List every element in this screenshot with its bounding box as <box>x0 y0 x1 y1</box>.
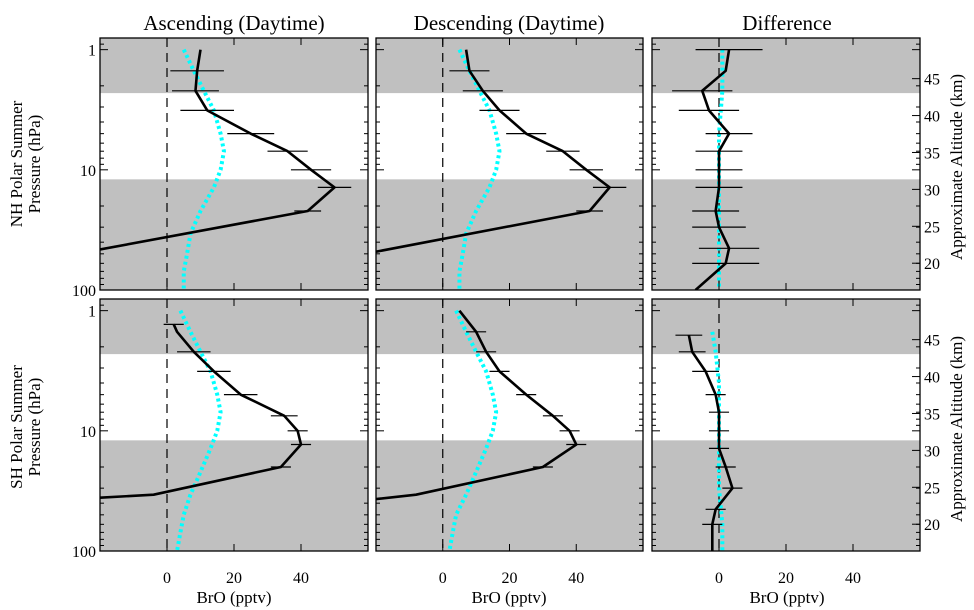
x-tick-label: 20 <box>778 570 794 587</box>
y-tick-label: 1 <box>88 43 96 60</box>
model-profile-line <box>457 48 502 290</box>
plot-area <box>652 38 920 290</box>
altitude-tick-label: 25 <box>924 480 940 497</box>
altitude-axis-label-bottom: Approximate Altitude (km) <box>947 336 966 522</box>
altitude-tick-label: 20 <box>924 256 940 273</box>
plot-area <box>100 38 368 290</box>
shaded-band <box>652 38 920 94</box>
model-profile-line <box>447 309 499 551</box>
shaded-band <box>376 179 643 290</box>
shaded-band <box>376 38 643 94</box>
y-tick-label: 100 <box>72 283 96 300</box>
x-axis-label-descending: BrO (pptv) <box>471 588 546 607</box>
x-tick-label: 20 <box>502 570 518 587</box>
y-tick-label: 100 <box>72 544 96 561</box>
y-tick-label: 10 <box>80 163 96 180</box>
altitude-tick-label: 25 <box>924 219 940 236</box>
x-tick-label: 20 <box>226 570 242 587</box>
plot-area <box>376 299 643 551</box>
plot-area <box>100 299 368 551</box>
shaded-band <box>376 440 643 551</box>
shaded-band <box>100 299 368 355</box>
column-title-descending: Descending (Daytime) <box>414 11 605 35</box>
plot-area <box>376 38 643 290</box>
panel-2 <box>375 37 644 291</box>
panel-6: 0 20 40 20 25 30 35 40 45 <box>651 298 940 587</box>
x-tick-label: 40 <box>568 570 584 587</box>
shaded-band <box>652 299 920 355</box>
altitude-tick-label: 45 <box>924 72 940 89</box>
row-label-sh: SH Polar Summer <box>7 365 26 489</box>
observed-profile-line <box>376 49 611 253</box>
model-profile-line <box>181 48 226 290</box>
observed-profile-line <box>687 334 734 551</box>
shaded-band <box>376 299 643 355</box>
panel-1: 1 10 100 <box>72 37 369 300</box>
altitude-tick-label: 30 <box>924 182 940 199</box>
figure-labels: Ascending (Daytime) Descending (Daytime)… <box>7 11 966 607</box>
panel-4: 0 20 40 1 10 100 <box>72 298 369 587</box>
shaded-band <box>652 440 920 551</box>
y-tick-label: 10 <box>80 424 96 441</box>
x-tick-label: 0 <box>163 570 171 587</box>
x-tick-label: 0 <box>439 570 447 587</box>
x-tick-label: 40 <box>845 570 861 587</box>
shaded-band <box>100 38 368 94</box>
panel-3: 20 25 30 35 40 45 <box>651 37 940 291</box>
column-title-ascending: Ascending (Daytime) <box>143 11 324 35</box>
altitude-tick-label: 40 <box>924 370 940 387</box>
plot-area <box>652 299 920 551</box>
altitude-tick-label: 35 <box>924 406 940 423</box>
row-label-sh-pressure: Pressure (hPa) <box>25 378 44 477</box>
altitude-tick-label: 35 <box>924 145 940 162</box>
column-title-difference: Difference <box>742 11 831 35</box>
row-label-nh: NH Polar Summer <box>7 100 26 227</box>
shaded-band <box>652 179 920 290</box>
altitude-tick-label: 45 <box>924 333 940 350</box>
x-tick-label: 40 <box>293 570 309 587</box>
altitude-axis-label-top: Approximate Altitude (km) <box>947 74 966 260</box>
altitude-tick-label: 40 <box>924 109 940 126</box>
observed-profile-line <box>100 49 336 251</box>
x-axis-label-ascending: BrO (pptv) <box>196 588 271 607</box>
x-tick-label: 0 <box>715 570 723 587</box>
model-profile-line <box>175 309 223 551</box>
shaded-band <box>100 179 368 290</box>
panel-5: 0 20 40 <box>375 298 644 587</box>
x-axis-label-difference: BrO (pptv) <box>749 588 824 607</box>
altitude-tick-label: 20 <box>924 517 940 534</box>
row-label-nh-pressure: Pressure (hPa) <box>25 115 44 214</box>
y-tick-label: 1 <box>88 304 96 321</box>
altitude-tick-label: 30 <box>924 443 940 460</box>
